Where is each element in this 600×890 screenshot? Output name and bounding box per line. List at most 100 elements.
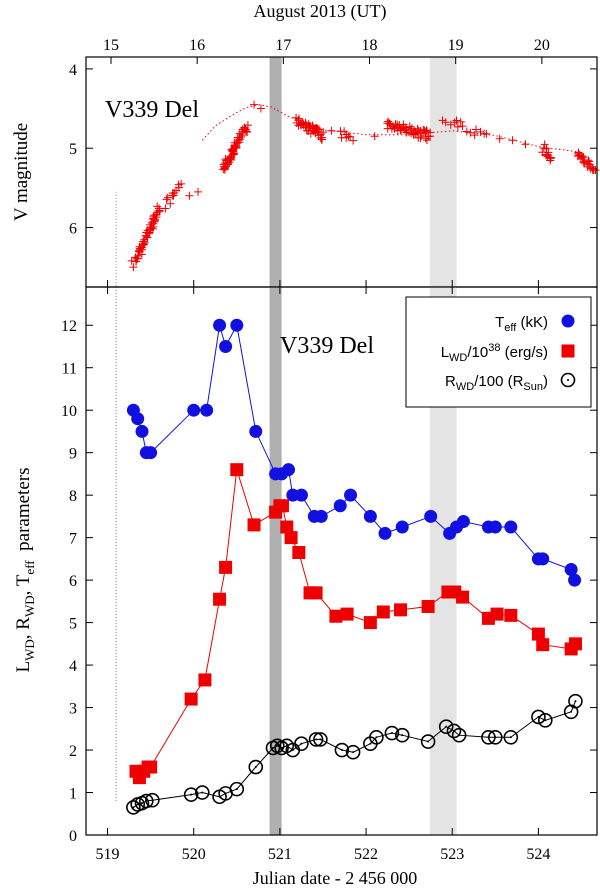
series-point — [280, 520, 294, 534]
series-point — [144, 760, 158, 774]
series-point — [363, 616, 377, 630]
bottom-x-tick-label: 522 — [354, 846, 378, 863]
series-point — [564, 562, 578, 576]
series-point-dot — [141, 802, 144, 805]
series-point-dot — [201, 791, 204, 794]
top-point — [139, 240, 148, 249]
series-point — [229, 781, 245, 797]
bottom-y-tick-label: 5 — [69, 616, 77, 633]
legend-rwd-marker — [560, 372, 576, 388]
series-point-dot — [319, 738, 322, 741]
legend-box — [405, 296, 592, 408]
series-point — [531, 709, 546, 725]
series-point — [568, 637, 582, 651]
top-point — [540, 140, 549, 149]
top-point — [148, 224, 157, 233]
top-point — [317, 130, 326, 139]
series-point-dot — [315, 738, 318, 741]
top-panel: 4 5 6 15 16 17 18 19 20 V339 Del August 2013 (U… — [11, 1, 600, 288]
top-date-tick-label: 17 — [275, 37, 291, 54]
legend-rwd-marker-dot — [567, 379, 569, 381]
series-point — [446, 723, 462, 739]
bottom-frame — [85, 286, 598, 836]
top-point — [495, 134, 504, 143]
series-point — [308, 732, 324, 747]
series-point — [531, 627, 545, 641]
series-point — [309, 586, 323, 600]
series-point-dot — [254, 766, 257, 769]
top-point — [544, 148, 553, 157]
series-point — [376, 605, 390, 619]
top-point — [177, 179, 186, 188]
top-point — [402, 128, 411, 137]
top-point — [370, 132, 379, 141]
series-point — [344, 488, 358, 502]
series-point-dot — [276, 744, 279, 747]
bottom-y-tick-label: 11 — [62, 361, 77, 378]
bottom-y-tick-label: 6 — [69, 573, 77, 590]
top-point — [466, 128, 475, 137]
series-point — [421, 599, 435, 613]
top-point — [162, 195, 171, 204]
top-point — [521, 140, 530, 149]
bottom-band-dark — [269, 287, 282, 835]
top-point — [170, 188, 179, 197]
top-point — [462, 127, 471, 136]
bottom-y-tick-label: 0 — [69, 828, 77, 845]
top-point — [319, 128, 328, 137]
series-point — [394, 727, 410, 743]
bottom-x-tick-label: 520 — [182, 846, 206, 863]
top-point — [133, 254, 142, 263]
series-point — [568, 693, 583, 709]
top-band-dark — [269, 57, 282, 287]
series-point — [395, 520, 409, 534]
series-point — [488, 729, 503, 745]
series-point-dot — [271, 746, 274, 749]
series-point — [282, 463, 296, 477]
legend-lwd-label: LWD/1038 (erg/s) — [441, 342, 548, 364]
series-point — [284, 531, 298, 545]
top-x-ticks: 15 16 17 18 19 20 — [103, 37, 550, 287]
series-point — [488, 520, 502, 534]
bottom-y-tick-label: 8 — [69, 488, 77, 505]
legend: Teff (kK) LWD/1038 (erg/s) RWD/100 (RSun… — [405, 296, 592, 408]
series-point-dot — [375, 736, 378, 739]
top-point — [163, 193, 172, 202]
series-point-dot — [235, 788, 238, 791]
series-point — [200, 403, 214, 417]
series-point — [568, 573, 582, 587]
series-point-dot — [458, 734, 461, 737]
legend-rwd-label: RWD/100 (RSun) — [445, 373, 548, 393]
top-point — [422, 136, 431, 145]
series-0 — [126, 318, 582, 587]
top-point — [140, 238, 149, 247]
series-point-dot — [300, 742, 303, 745]
bottom-ylabel: LWD, RWD, Teff parameters — [13, 468, 37, 673]
series-point — [456, 514, 470, 528]
series-point-dot — [445, 725, 448, 728]
series-point-dot — [224, 792, 227, 795]
series-point — [187, 403, 201, 417]
top-point — [482, 129, 491, 138]
top-point — [166, 199, 175, 208]
top-point — [226, 155, 235, 164]
series-point — [536, 552, 550, 566]
top-y-ticks: 4 5 6 — [69, 62, 597, 238]
top-date-tick-label: 19 — [448, 37, 464, 54]
series-point-dot — [291, 749, 294, 752]
series-point-dot — [136, 803, 139, 806]
series-point — [275, 499, 289, 513]
series-point — [334, 742, 350, 758]
top-point — [476, 127, 485, 136]
bottom-y-tick-label: 4 — [69, 658, 77, 675]
bottom-x-ticks: 519 520 521 522 523 524 — [96, 287, 550, 863]
bottom-x-tick-label: 524 — [526, 846, 550, 863]
series-point — [490, 607, 504, 621]
series-point — [219, 560, 233, 574]
top-point — [143, 233, 152, 242]
top-point — [238, 131, 247, 140]
series-point — [292, 546, 306, 560]
series-point-dot — [494, 736, 497, 739]
